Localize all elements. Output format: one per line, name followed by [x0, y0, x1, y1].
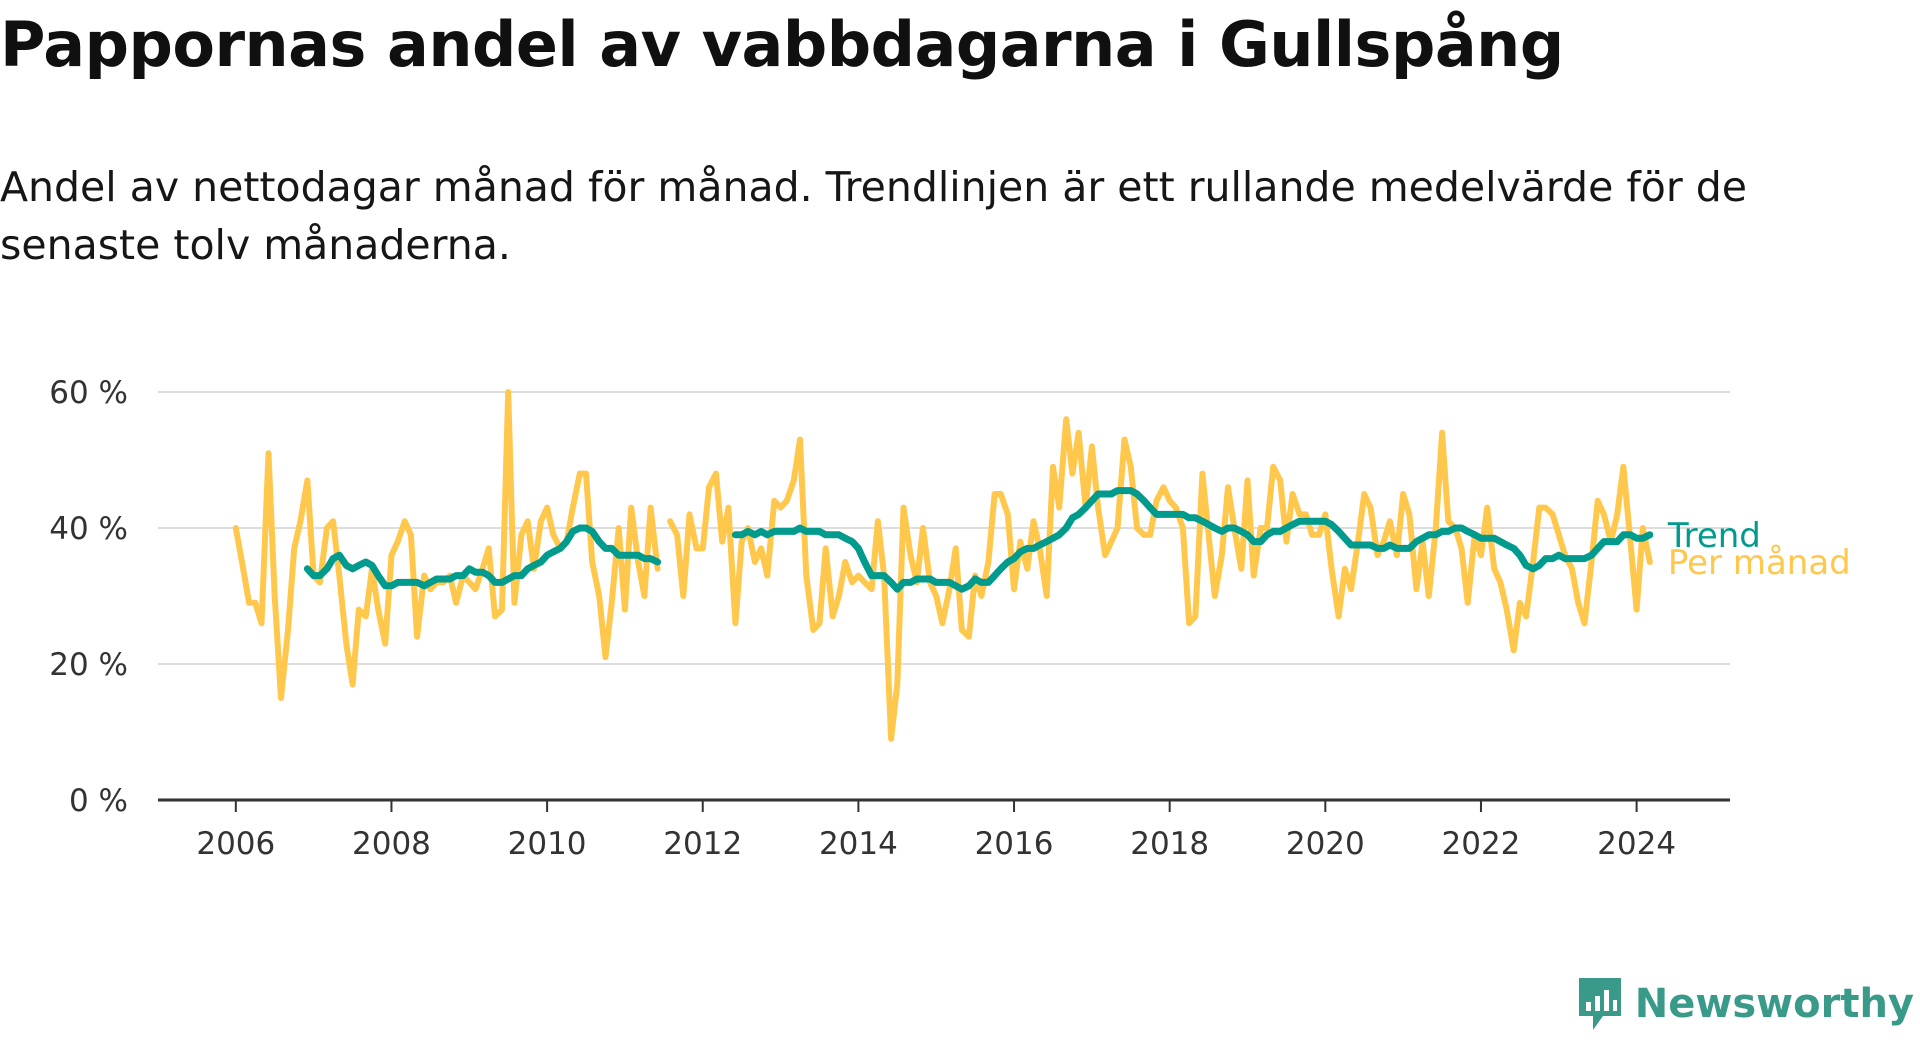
x-tick-label: 2006	[196, 826, 275, 862]
x-tick-label: 2018	[1130, 826, 1209, 862]
x-tick-label: 2022	[1442, 826, 1521, 862]
series-lines	[232, 389, 1654, 742]
newsworthy-logo: Newsworthy	[1575, 972, 1914, 1036]
x-tick-label: 2020	[1286, 826, 1365, 862]
x-tick-label: 2010	[508, 826, 587, 862]
monthly-series-label: Per månad	[1668, 543, 1851, 583]
gridlines	[158, 391, 1730, 802]
x-tick-label: 2016	[975, 826, 1054, 862]
x-axis-ticks: 2006 2008 2010 2012 2014 2016 2018 2020 2022 2024	[196, 800, 1676, 862]
brand-name: Newsworthy	[1634, 981, 1914, 1027]
x-tick-label: 2014	[819, 826, 898, 862]
y-tick-label: 20 %	[49, 647, 128, 683]
x-tick-label: 2008	[352, 826, 431, 862]
trend-series-label: Trend	[1667, 516, 1761, 556]
y-tick-label: 0 %	[69, 783, 128, 819]
newsworthy-logo-icon	[1578, 978, 1621, 1030]
y-axis-ticks: 0 % 20 % 40 % 60 %	[49, 375, 128, 819]
x-tick-label: 2012	[663, 826, 742, 862]
x-tick-label: 2024	[1597, 826, 1676, 862]
trend-series-line	[731, 487, 1654, 593]
line-chart: 0 % 20 % 40 % 60 % 2006 2008 2010 2012 2014 2016…	[49, 375, 1851, 862]
y-tick-label: 60 %	[49, 375, 128, 411]
y-tick-label: 40 %	[49, 511, 128, 547]
chart-title: Pappornas andel av vabbdagarna i Gullspå…	[0, 8, 1564, 81]
chart-subtitle: Andel av nettodagar månad för månad. Tre…	[0, 163, 1747, 269]
monthly-series-line	[667, 416, 1653, 742]
monthly-series-line	[232, 389, 661, 701]
trend-series-line	[303, 524, 662, 590]
